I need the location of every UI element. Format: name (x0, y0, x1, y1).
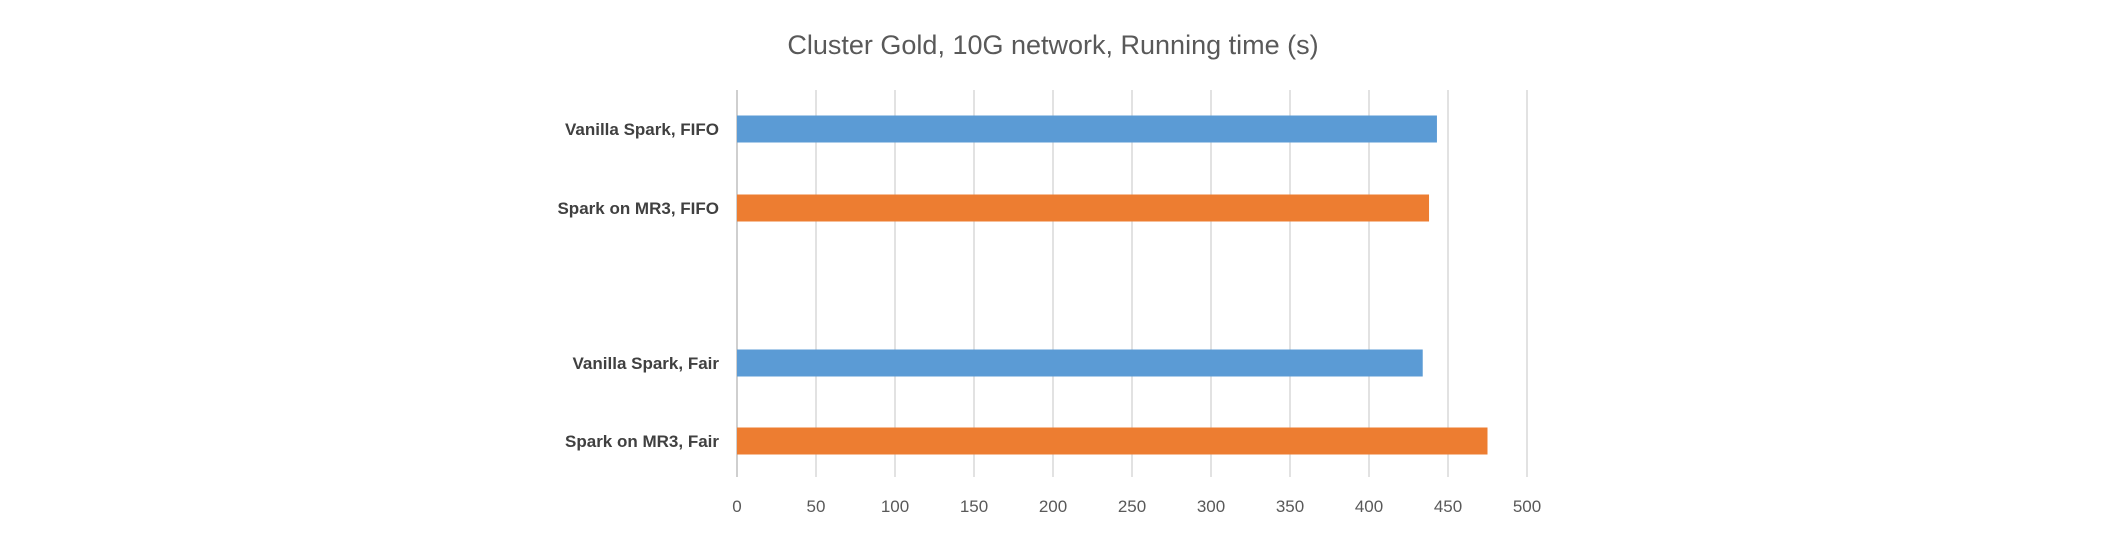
x-tick-label: 400 (1355, 497, 1383, 516)
bar (737, 427, 1488, 455)
category-label: Spark on MR3, Fair (565, 432, 719, 451)
x-tick-label: 350 (1276, 497, 1304, 516)
x-tick-label: 0 (732, 497, 741, 516)
x-tick-label: 100 (881, 497, 909, 516)
gridlines (736, 90, 1528, 477)
x-tick-label: 50 (807, 497, 826, 516)
category-label: Vanilla Spark, Fair (573, 354, 720, 373)
x-tick-label: 200 (1039, 497, 1067, 516)
category-label: Vanilla Spark, FIFO (565, 120, 719, 139)
category-label: Spark on MR3, FIFO (557, 199, 719, 218)
x-tick-label: 300 (1197, 497, 1225, 516)
bar (737, 349, 1423, 377)
chart-title: Cluster Gold, 10G network, Running time … (787, 30, 1318, 60)
bar (737, 194, 1430, 222)
x-tick-label: 150 (960, 497, 988, 516)
x-tick-label: 250 (1118, 497, 1146, 516)
x-tick-labels: 0 50 100 150 200 250 300 350 400 450 500 (732, 497, 1541, 516)
bar (737, 115, 1437, 143)
x-tick-label: 500 (1513, 497, 1541, 516)
bars (737, 115, 1488, 455)
category-labels: Vanilla Spark, FIFO Spark on MR3, FIFO Van… (557, 120, 719, 451)
x-tick-label: 450 (1434, 497, 1462, 516)
